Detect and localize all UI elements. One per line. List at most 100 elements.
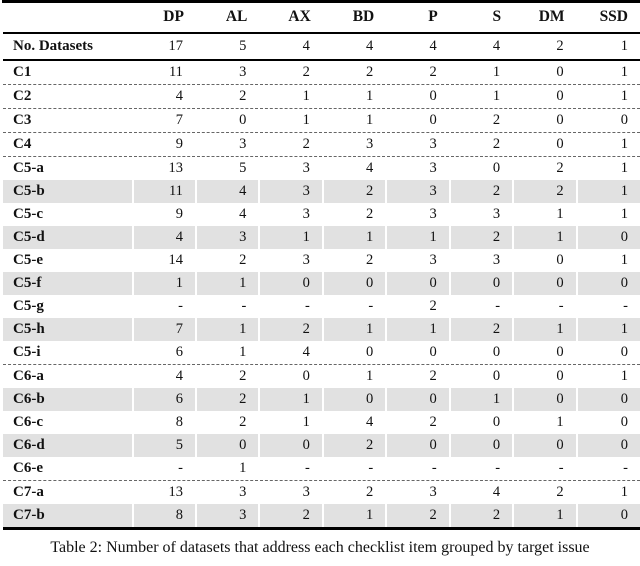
cell-c5-i-ax: 4 — [258, 341, 323, 365]
cell-c3-ax: 1 — [258, 108, 323, 133]
cell-c5-f-al: 1 — [194, 272, 260, 295]
cell-no-datasets-dp: 17 — [131, 33, 196, 61]
cell-c5-h-dm: 1 — [512, 318, 577, 341]
cell-c5-f-bd: 0 — [321, 272, 387, 295]
cell-c3-al: 0 — [194, 108, 260, 133]
cell-c1-al: 3 — [194, 60, 260, 85]
cell-c4-dm: 0 — [512, 132, 577, 157]
cell-c4-s: 2 — [448, 132, 514, 157]
cell-c7-a-p: 3 — [385, 480, 450, 504]
cell-c2-ssd: 1 — [575, 84, 640, 109]
row-label: C6-e — [0, 457, 133, 481]
cell-c4-ax: 2 — [258, 132, 323, 157]
row-label: C5-d — [0, 226, 133, 249]
column-header-dm: DM — [513, 1, 577, 34]
row-label: C6-d — [0, 434, 133, 457]
cell-c5-e-ssd: 1 — [575, 249, 640, 272]
table-row-c5-f: C5-f 1 1 0 0 0 0 0 0 — [0, 272, 640, 295]
cell-c2-bd: 1 — [321, 84, 387, 109]
cell-c5-b-dp: 11 — [131, 180, 196, 203]
cell-c4-al: 3 — [194, 132, 260, 157]
cell-c7-b-al: 3 — [194, 504, 260, 529]
cell-c5-c-ssd: 1 — [575, 203, 640, 226]
cell-c4-dp: 9 — [131, 132, 196, 157]
cell-c6-b-dp: 6 — [131, 388, 196, 411]
cell-c5-d-ssd: 0 — [575, 226, 640, 249]
cell-c5-i-dm: 0 — [512, 341, 577, 365]
header-row: DP AL AX BD P S DM SSD — [1, 1, 640, 34]
cell-c5-c-p: 3 — [385, 203, 450, 226]
cell-c6-b-al: 2 — [194, 388, 260, 411]
row-label: C3 — [0, 108, 133, 133]
cell-c2-dp: 4 — [131, 84, 196, 109]
cell-c6-e-bd: - — [321, 457, 387, 481]
cell-c5-g-ax: - — [258, 295, 323, 318]
cell-c6-a-ax: 0 — [258, 364, 323, 388]
row-label: C5-c — [0, 203, 133, 226]
cell-c5-b-dm: 2 — [512, 180, 577, 203]
column-header-s: S — [449, 1, 514, 34]
cell-c6-e-al: 1 — [194, 457, 260, 481]
cell-c5-f-ssd: 0 — [575, 272, 640, 295]
cell-c6-e-s: - — [448, 457, 514, 481]
cell-c5-a-p: 3 — [385, 156, 450, 180]
table-row-c7-a: C7-a 13 3 3 2 3 4 2 1 — [0, 480, 640, 504]
cell-c6-d-bd: 2 — [321, 434, 387, 457]
cell-c6-e-ssd: - — [575, 457, 640, 481]
cell-c5-f-ax: 0 — [258, 272, 323, 295]
cell-c6-c-al: 2 — [194, 411, 260, 434]
cell-no-datasets-p: 4 — [385, 33, 450, 61]
table-row-c6-b: C6-b 6 2 1 0 0 1 0 0 — [0, 388, 640, 411]
cell-c6-d-s: 0 — [448, 434, 514, 457]
cell-c5-g-s: - — [448, 295, 514, 318]
cell-c3-dm: 0 — [512, 108, 577, 133]
row-label: C5-a — [0, 156, 133, 180]
row-label: C6-c — [0, 411, 133, 434]
cell-c1-bd: 2 — [321, 60, 387, 85]
cell-c6-b-ssd: 0 — [575, 388, 640, 411]
cell-c5-i-ssd: 0 — [575, 341, 640, 365]
cell-c1-dm: 0 — [512, 60, 577, 85]
datasets-table: DP AL AX BD P S DM SSD No. Datasets 17 5 4 4 4 4 2 1 C1 1… — [0, 0, 640, 530]
cell-c5-e-dp: 14 — [131, 249, 196, 272]
cell-c5-c-bd: 2 — [321, 203, 387, 226]
cell-c6-a-ssd: 1 — [575, 364, 640, 388]
table-row-c5-a: C5-a 13 5 3 4 3 0 2 1 — [0, 156, 640, 180]
row-label: C5-e — [0, 249, 133, 272]
cell-c6-d-dm: 0 — [512, 434, 577, 457]
cell-c5-d-s: 2 — [448, 226, 514, 249]
cell-c5-i-p: 0 — [385, 341, 450, 365]
cell-c5-b-ax: 3 — [258, 180, 323, 203]
cell-c5-h-ax: 2 — [258, 318, 323, 341]
cell-c5-a-bd: 4 — [321, 156, 387, 180]
cell-c6-d-ax: 0 — [258, 434, 323, 457]
cell-c5-i-bd: 0 — [321, 341, 387, 365]
cell-c5-h-s: 2 — [448, 318, 514, 341]
cell-c5-a-dp: 13 — [131, 156, 196, 180]
cell-c7-b-p: 2 — [385, 504, 450, 529]
table-row-c1: C1 11 3 2 2 2 1 0 1 — [0, 60, 640, 85]
cell-c6-a-bd: 1 — [321, 364, 387, 388]
cell-c5-d-dp: 4 — [131, 226, 196, 249]
cell-c6-e-dp: - — [131, 457, 196, 481]
cell-c7-b-ax: 2 — [258, 504, 323, 529]
cell-c7-a-ssd: 1 — [575, 480, 640, 504]
cell-c7-a-dp: 13 — [131, 480, 196, 504]
cell-c6-b-s: 1 — [448, 388, 514, 411]
table-row-c5-h: C5-h 7 1 2 1 1 2 1 1 — [0, 318, 640, 341]
cell-c6-a-p: 2 — [385, 364, 450, 388]
table-row-c6-e: C6-e -1- - - - - - — [0, 457, 640, 481]
column-header-p: P — [386, 1, 450, 34]
cell-c3-bd: 1 — [321, 108, 387, 133]
cell-c6-d-al: 0 — [194, 434, 260, 457]
cell-c6-b-ax: 1 — [258, 388, 323, 411]
cell-c5-c-al: 4 — [194, 203, 260, 226]
cell-c1-dp: 11 — [131, 60, 196, 85]
cell-c2-dm: 0 — [512, 84, 577, 109]
cell-c5-g-dm: - — [512, 295, 577, 318]
cell-c5-h-bd: 1 — [321, 318, 387, 341]
row-label: C6-b — [0, 388, 133, 411]
cell-c5-b-bd: 2 — [321, 180, 387, 203]
cell-c5-g-ssd: - — [575, 295, 640, 318]
cell-no-datasets-s: 4 — [448, 33, 514, 61]
